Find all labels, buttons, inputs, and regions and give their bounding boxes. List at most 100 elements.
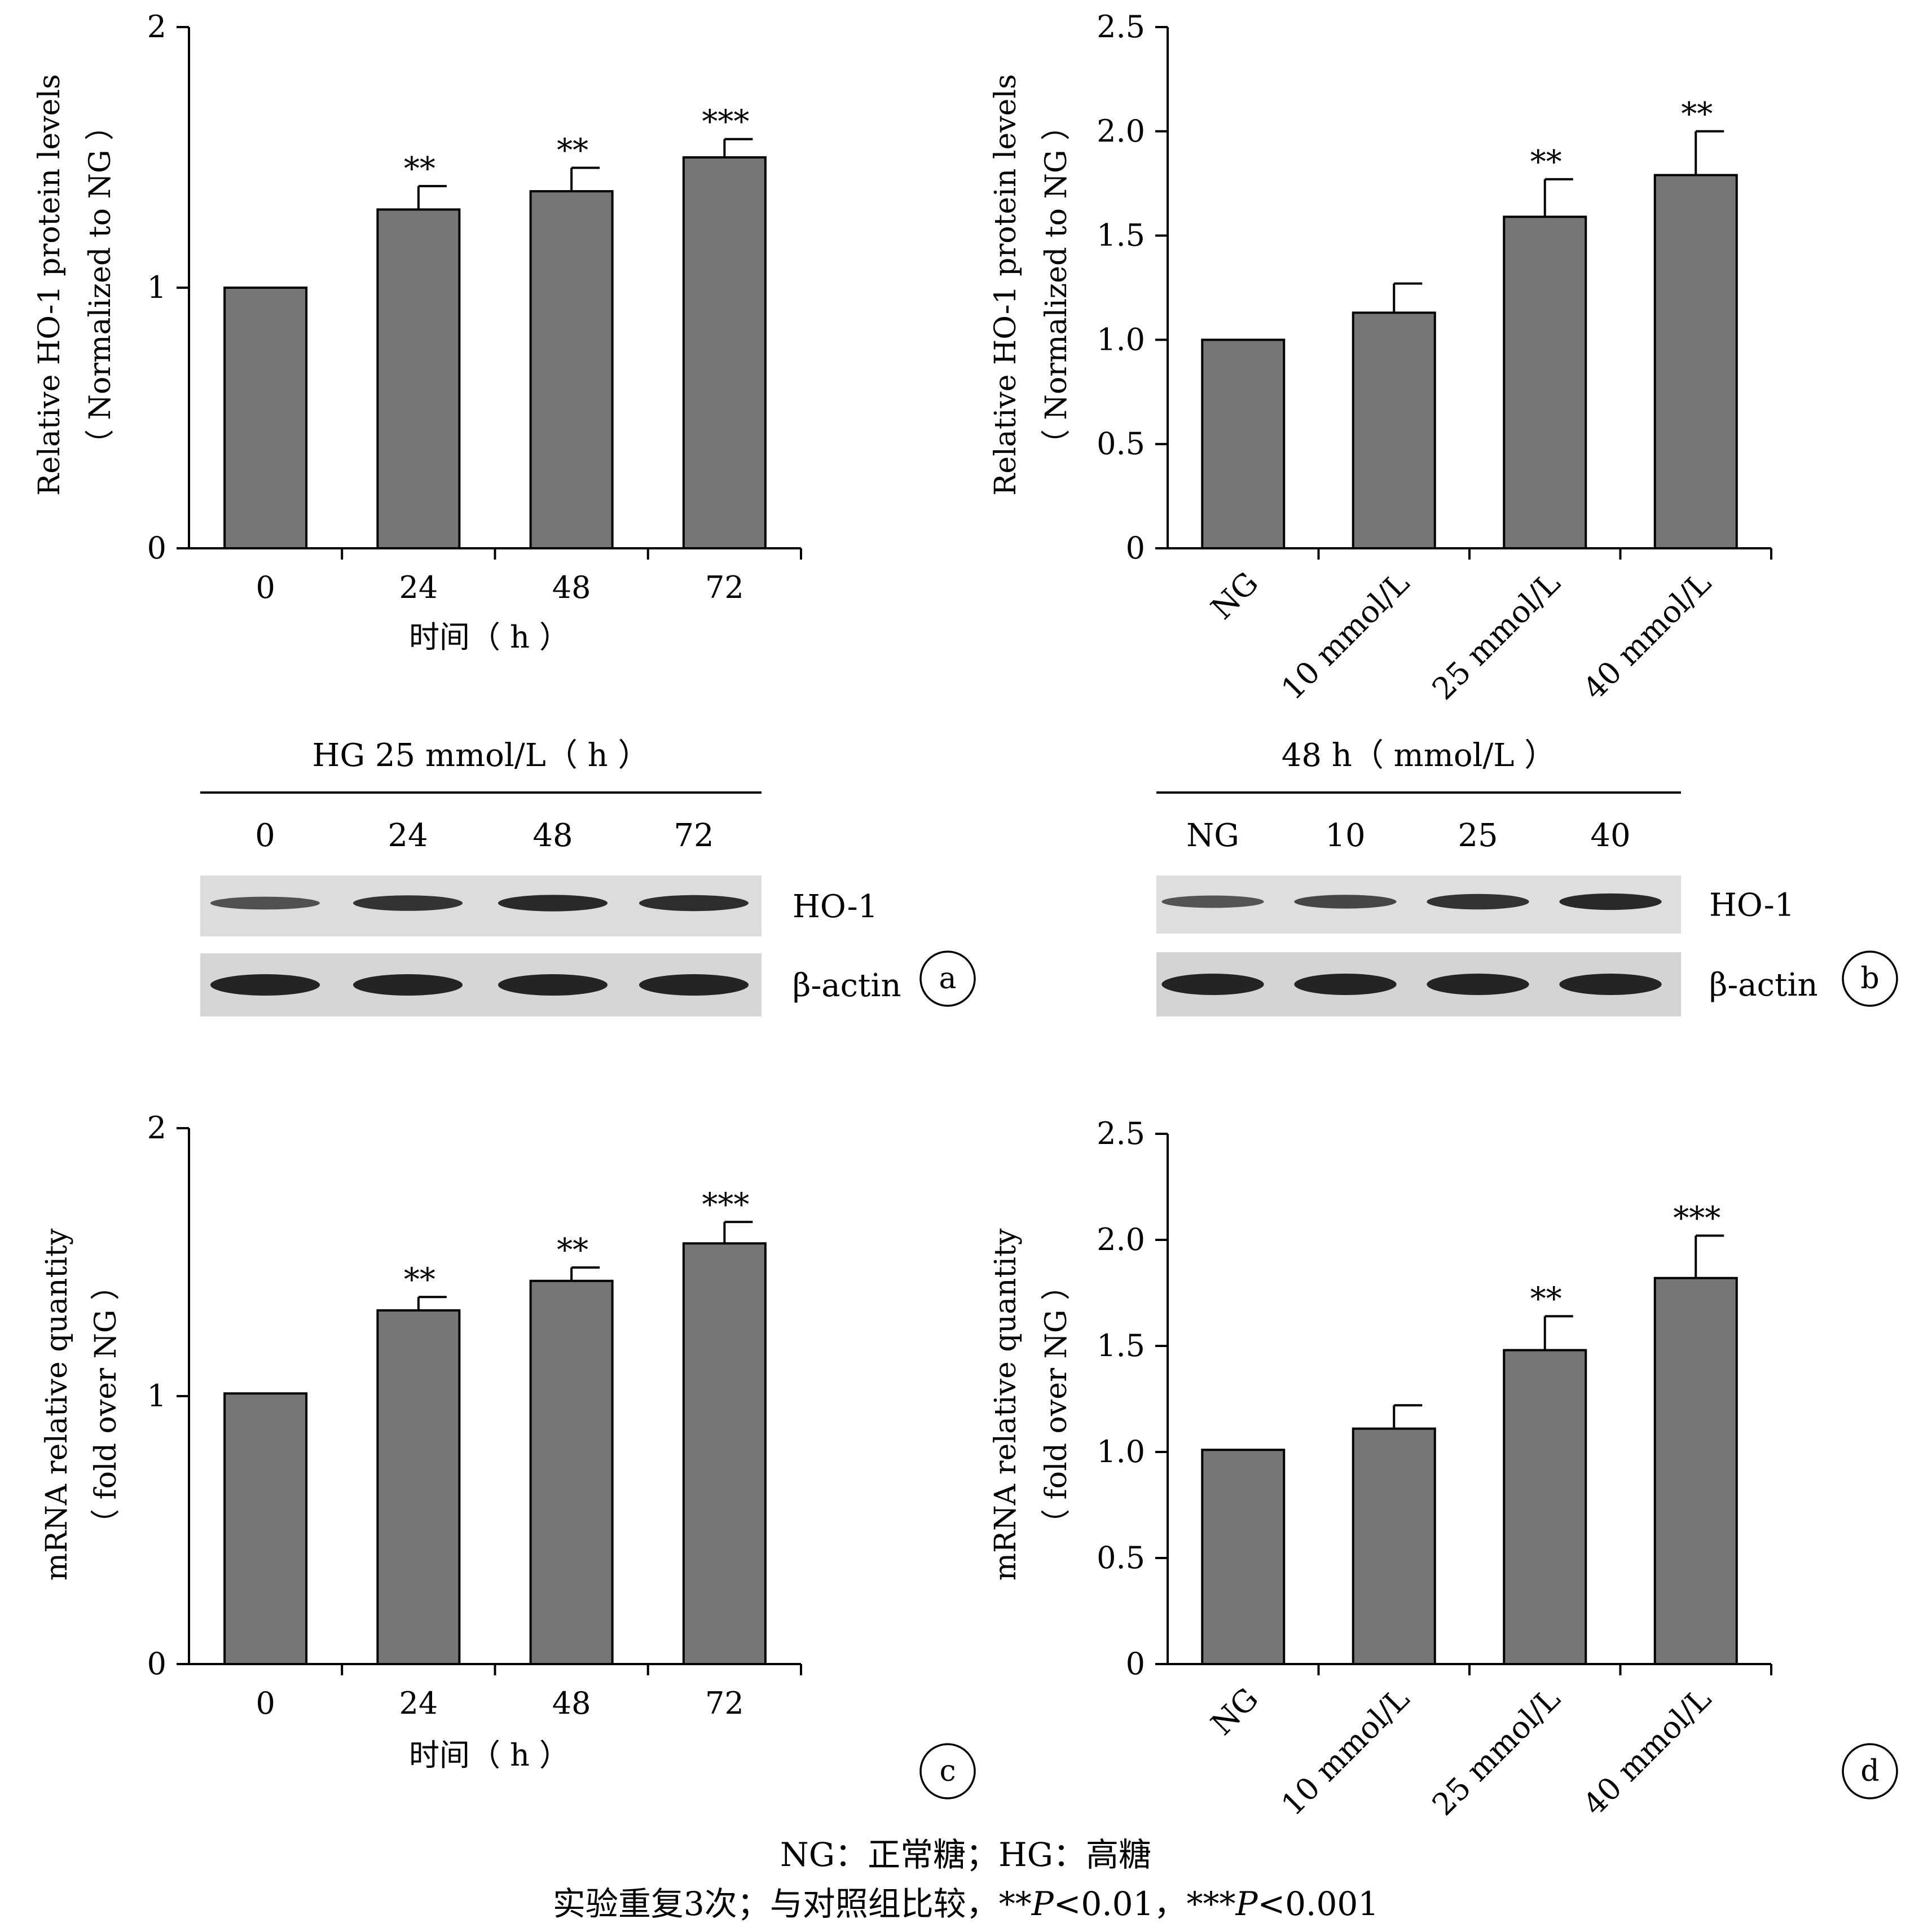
y-axis-sublabel: （ fold over NG ） — [1040, 1271, 1073, 1538]
y-axis-label: Relative HO-1 protein levels — [33, 74, 67, 495]
bar-10-mmol-L — [1352, 311, 1436, 549]
y-tick-label: 2 — [147, 9, 166, 45]
blot-band — [1427, 894, 1529, 910]
significance-stars: ** — [557, 1232, 588, 1269]
western-blot-b: 48 h（ mmol/L ） NG 10 25 40 HO-1 β-actin — [1156, 737, 1818, 1016]
x-axis-label: 时间（ h ） — [409, 619, 570, 655]
caption-p-value-2: <0.001 — [1258, 1885, 1379, 1923]
bar-0 — [223, 287, 308, 549]
panel-label: d — [1860, 1754, 1879, 1788]
blot-lane-label: 10 — [1325, 817, 1365, 854]
blot-row-label-ho1: HO-1 — [793, 888, 878, 925]
panel-label-circle — [1842, 1743, 1898, 1799]
chart-d-mrna-dose: 0 0.5 1.0 1.5 2.0 2.5 NG 10 mmol/L ** 25 mmol/L **… — [989, 1116, 1898, 1823]
y-tick-label: 1.5 — [1097, 218, 1145, 253]
chart-a-protein-time: 0 1 2 0 ** 24 ** 48 *** 72 时间（ h ） Relative HO-1 pr… — [33, 9, 976, 1007]
blot-band — [1161, 895, 1264, 908]
blot-row-label-actin: β-actin — [793, 967, 901, 1004]
significance-stars: ** — [1530, 1280, 1562, 1317]
western-blot-a: HG 25 mmol/L（ h ） 0 24 48 72 HO-1 β-actin — [200, 737, 901, 1016]
blot-band — [498, 974, 608, 996]
bar-25-mmol-L — [1503, 215, 1587, 549]
significance-stars: ** — [1681, 96, 1713, 133]
y-tick-label: 0 — [147, 1646, 166, 1682]
bar-72 — [682, 156, 767, 549]
y-tick-label: 2.5 — [1097, 9, 1145, 45]
x-tick-label: 0 — [256, 1685, 275, 1721]
y-axis-label: mRNA relative quantity — [989, 1228, 1023, 1581]
caption-line-1: NG：正常糖；HG：高糖 — [780, 1836, 1151, 1874]
x-tick-label: 72 — [705, 1685, 744, 1721]
significance-stars: *** — [702, 104, 749, 140]
x-tick-label: 10 mmol/L — [1274, 565, 1416, 707]
panel-label: a — [939, 962, 956, 996]
panel-label: b — [1860, 962, 1879, 996]
figure-caption: NG：正常糖；HG：高糖 实验重复3次；与对照组比较，**P<0.01，***P… — [553, 1836, 1379, 1923]
x-tick-label: NG — [1204, 1681, 1265, 1742]
bar-40-mmol-L — [1653, 174, 1738, 549]
bar-NG — [1201, 1449, 1286, 1665]
y-tick-label: 0 — [1126, 1646, 1145, 1682]
blot-band — [210, 974, 320, 996]
x-tick-label: 48 — [552, 1685, 591, 1721]
bar-48 — [529, 190, 614, 549]
bar-10-mmol-L — [1352, 1427, 1436, 1665]
y-tick-label: 2 — [147, 1110, 166, 1146]
x-tick-label: 40 mmol/L — [1576, 565, 1718, 707]
bar-72 — [682, 1242, 767, 1665]
x-tick-label: 72 — [705, 570, 744, 605]
y-tick-label: 1.0 — [1097, 322, 1145, 357]
x-tick-label: 48 — [552, 570, 591, 605]
panel-label-circle — [919, 1743, 976, 1799]
x-axis-label: 时间（ h ） — [409, 1737, 570, 1773]
blot-band — [353, 895, 463, 911]
bar-0 — [223, 1392, 308, 1665]
bar-24 — [376, 1309, 461, 1665]
y-tick-label: 0.5 — [1097, 426, 1145, 461]
x-tick-label: 40 mmol/L — [1576, 1681, 1718, 1823]
y-axis-label: Relative HO-1 protein levels — [989, 74, 1023, 495]
blot-band — [498, 895, 608, 912]
x-tick-label: 24 — [399, 570, 438, 605]
blot-band — [639, 974, 749, 996]
y-tick-label: 2.0 — [1097, 113, 1145, 149]
blot-lane-label: 72 — [674, 817, 714, 854]
bar-NG — [1201, 338, 1286, 550]
blot-lane-label: NG — [1186, 817, 1239, 854]
bar-40-mmol-L — [1653, 1277, 1738, 1665]
blot-lane-label: 48 — [532, 817, 573, 854]
x-tick-label: 10 mmol/L — [1274, 1681, 1416, 1823]
significance-stars: ** — [404, 1261, 435, 1298]
caption-p-value-1: <0.01，*** — [1054, 1885, 1236, 1923]
blot-band — [1294, 974, 1397, 995]
y-tick-label: 1 — [147, 1378, 166, 1414]
caption-line-2-prefix: 实验重复3次；与对照组比较，** — [553, 1885, 1032, 1923]
significance-stars: ** — [557, 132, 588, 169]
bar-48 — [529, 1279, 614, 1665]
y-tick-label: 1.5 — [1097, 1328, 1145, 1363]
y-axis-sublabel: （ fold over NG ） — [89, 1271, 123, 1538]
x-tick-label: NG — [1204, 565, 1265, 626]
panel-label: c — [939, 1754, 956, 1788]
blot-header: HG 25 mmol/L（ h ） — [313, 737, 650, 774]
blot-lane-label: 0 — [255, 817, 275, 854]
significance-stars: ** — [1530, 144, 1562, 181]
x-tick-label: 24 — [399, 1685, 438, 1721]
blot-header: 48 h（ mmol/L ） — [1282, 737, 1556, 774]
blot-band — [1161, 974, 1264, 995]
blot-band — [353, 974, 463, 996]
caption-p-symbol-2: P — [1235, 1885, 1258, 1923]
y-tick-label: 0.5 — [1097, 1540, 1145, 1575]
bar-24 — [376, 208, 461, 549]
caption-p-symbol-1: P — [1031, 1885, 1054, 1923]
significance-stars: *** — [1673, 1200, 1720, 1236]
y-tick-label: 2.0 — [1097, 1222, 1145, 1257]
x-tick-label: 25 mmol/L — [1425, 565, 1567, 707]
y-tick-label: 1 — [147, 270, 166, 305]
y-tick-label: 1.0 — [1097, 1434, 1145, 1469]
y-axis-sublabel: （ Normalized to NG ） — [1040, 111, 1073, 459]
significance-stars: *** — [702, 1186, 749, 1223]
panel-label-circle — [919, 950, 976, 1007]
blot-lane-label: 25 — [1458, 817, 1498, 854]
